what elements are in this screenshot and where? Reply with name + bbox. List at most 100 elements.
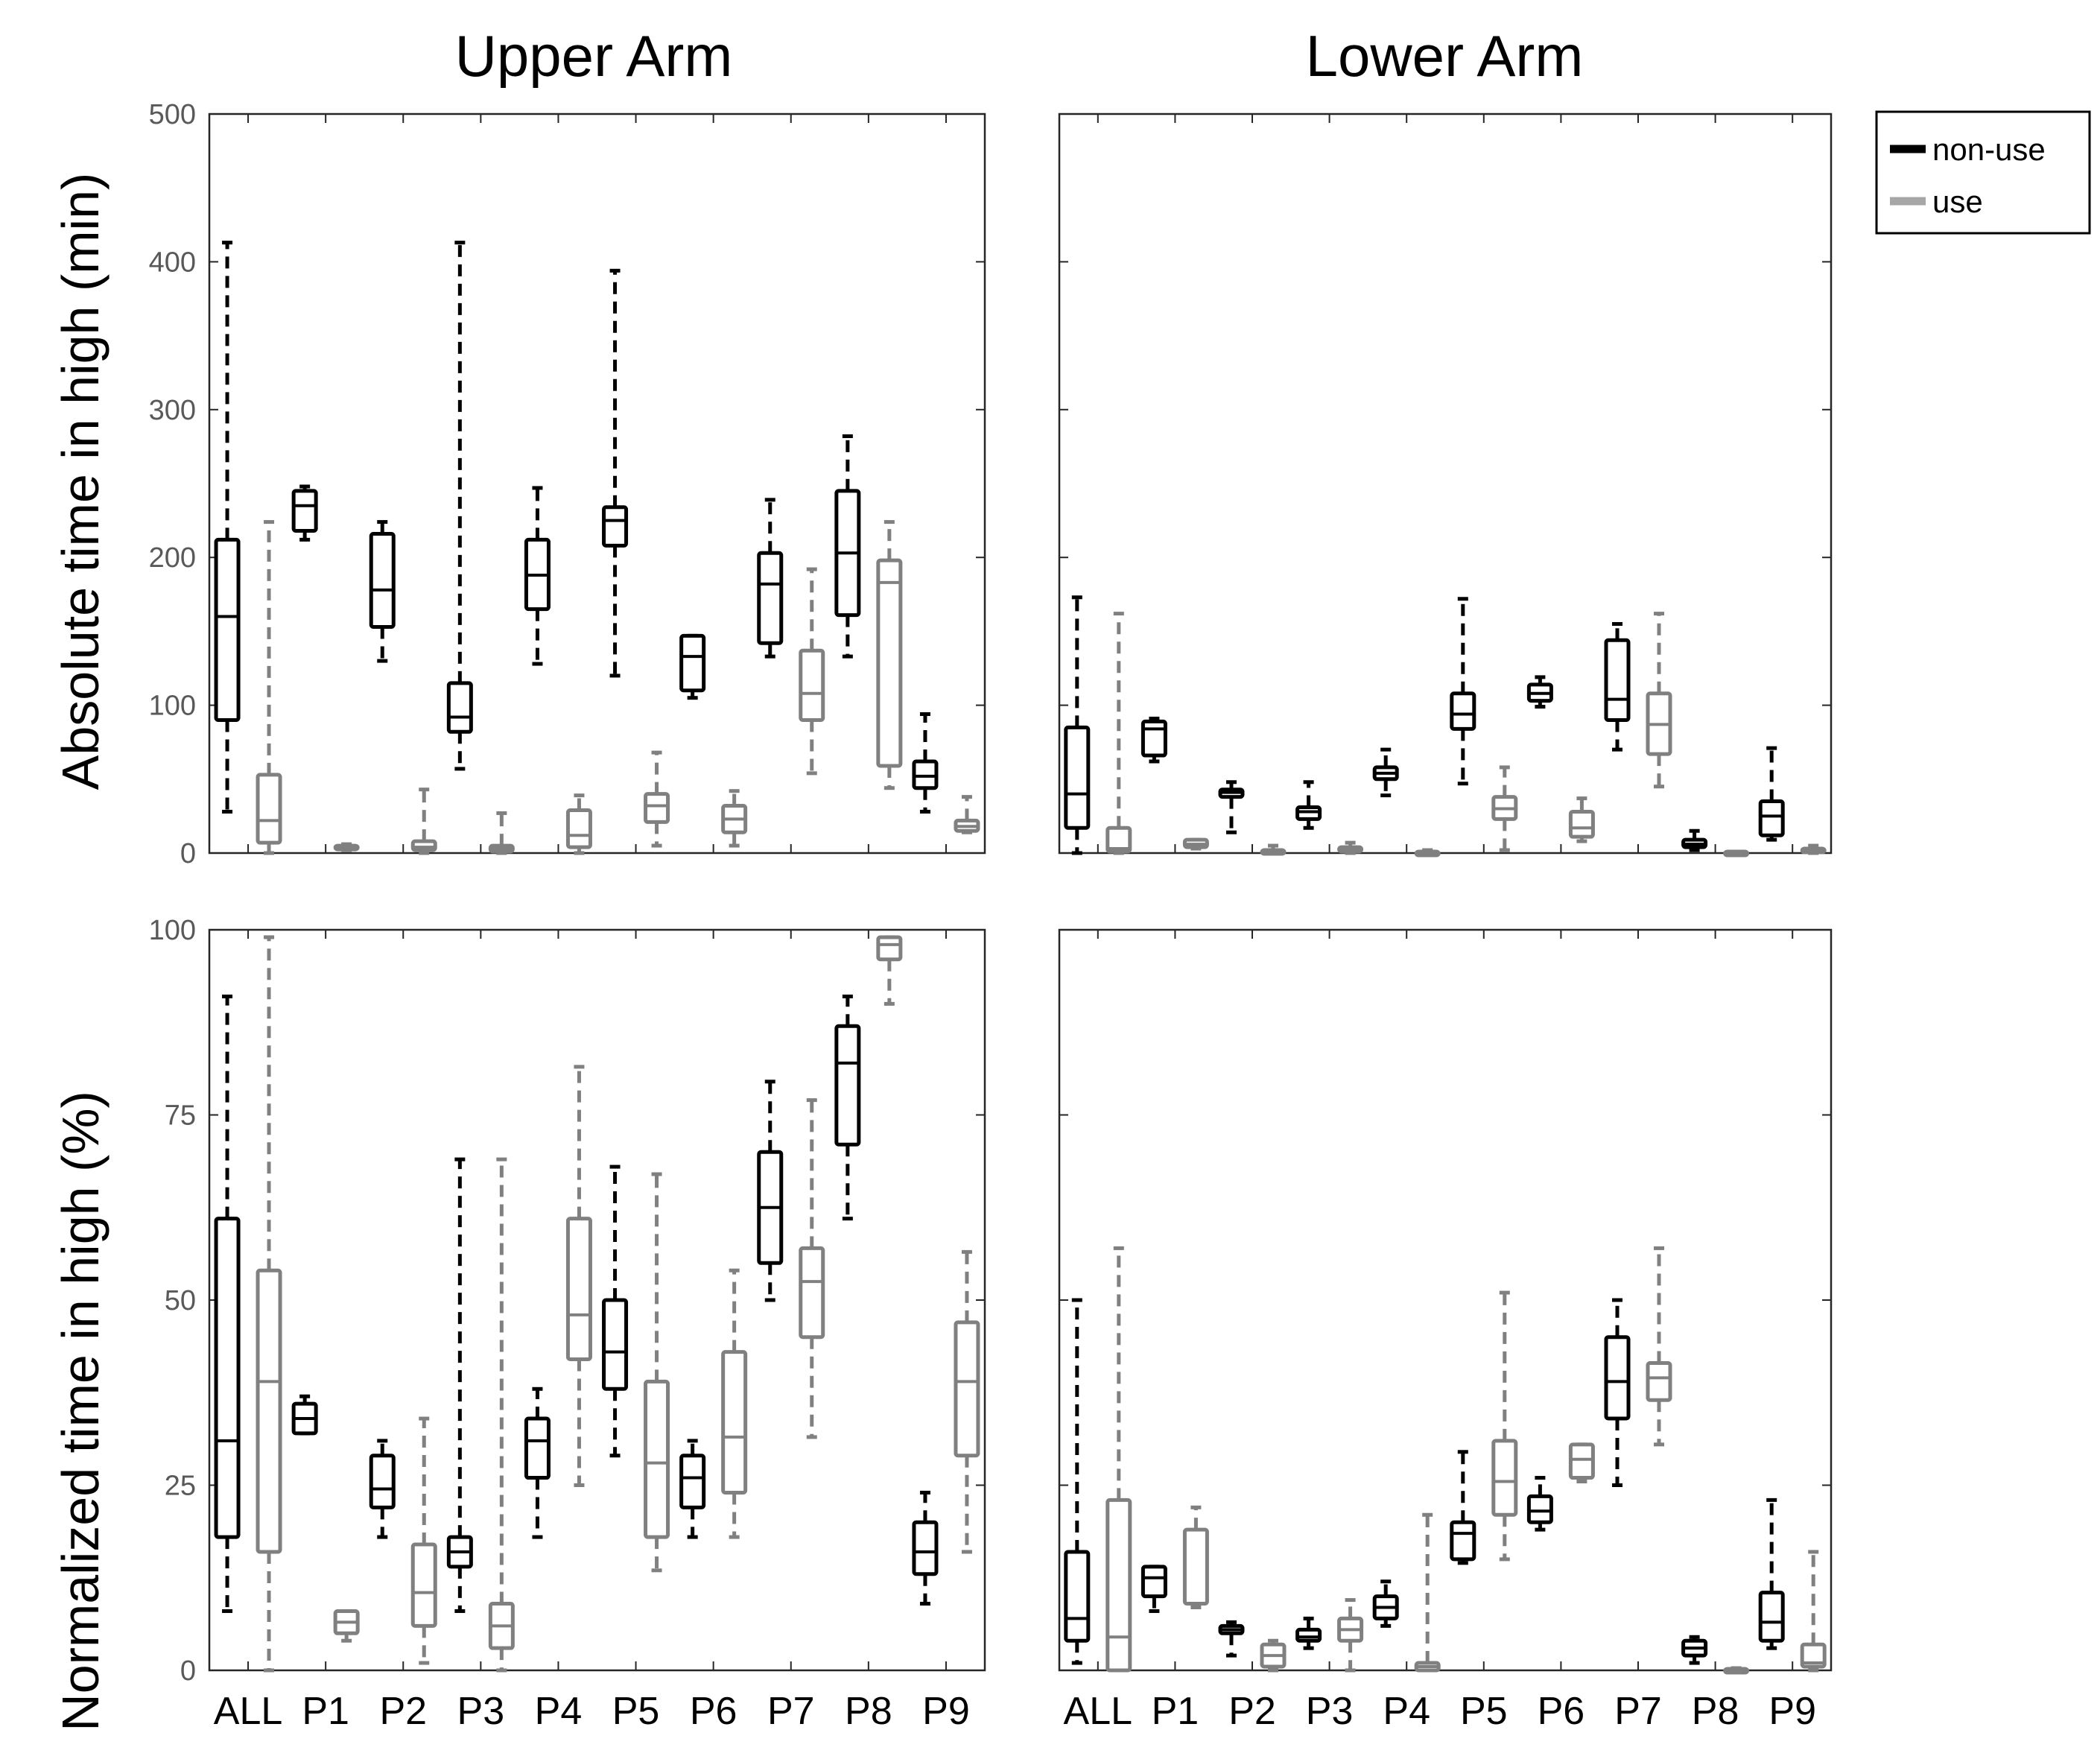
x-tick-label-p8: P8: [1692, 1690, 1739, 1733]
iqr-box: [1450, 1520, 1476, 1562]
box-non-use-p9: [912, 1490, 939, 1606]
iqr-box: [1064, 725, 1091, 830]
box-non-use-p2: [369, 520, 396, 663]
iqr-box: [1758, 1591, 1785, 1643]
x-tick-label-p1: P1: [302, 1690, 349, 1733]
y-tick-label: 50: [165, 1285, 196, 1316]
box-use-p6: [721, 1268, 748, 1539]
box-use-p1: [1182, 837, 1209, 851]
box-use-p8: [1723, 1666, 1750, 1675]
box-use-p2: [1260, 843, 1287, 856]
iqr-box: [291, 489, 318, 533]
box-non-use-p9: [1758, 746, 1785, 842]
series-non-use-lower-abs: [1064, 595, 1785, 855]
box-non-use-p4: [1372, 747, 1399, 798]
y-tick-label: 100: [149, 691, 196, 722]
box-non-use-p3: [1295, 1616, 1322, 1650]
box-non-use-all: [214, 241, 241, 814]
box-use-p9: [954, 1249, 980, 1554]
iqr-box: [1450, 691, 1476, 731]
box-non-use-p3: [446, 241, 473, 771]
box-use-p5: [1491, 765, 1518, 852]
box-non-use-p6: [679, 1439, 706, 1539]
y-axis-label-normalized: Normalized time in high (%): [51, 1091, 110, 1731]
x-tick-label-p8: P8: [845, 1690, 892, 1733]
x-tick-label-p5: P5: [1460, 1690, 1508, 1733]
y-tick-label: 25: [165, 1471, 196, 1502]
panel-frame-upper-norm: [208, 928, 986, 1672]
iqr-box: [446, 681, 473, 734]
iqr-box: [1295, 1627, 1322, 1643]
box-non-use-p6: [679, 633, 706, 700]
box-non-use-p7: [757, 498, 784, 659]
box-non-use-p4: [1372, 1579, 1399, 1628]
iqr-box: [524, 1416, 551, 1480]
box-non-use-p5: [1450, 597, 1476, 786]
y-tick-label: 400: [149, 247, 196, 278]
iqr-box: [644, 792, 670, 824]
y-axis-label-absolute: Absolute time in high (min): [51, 173, 110, 790]
box-non-use-p1: [1141, 716, 1167, 764]
x-tick-label-p6: P6: [690, 1690, 737, 1733]
x-tick-label-p3: P3: [1306, 1690, 1354, 1733]
box-use-p3: [488, 811, 515, 855]
iqr-box: [214, 537, 241, 722]
box-non-use-p8: [834, 434, 861, 659]
box-use-p2: [410, 1416, 437, 1665]
iqr-box: [1491, 1439, 1518, 1517]
box-use-p1: [333, 842, 360, 852]
iqr-box: [256, 1268, 282, 1554]
box-non-use-p8: [834, 994, 861, 1221]
series-non-use-upper-norm: [214, 994, 939, 1613]
series-non-use-lower-norm: [1064, 1298, 1785, 1665]
iqr-box: [1604, 1335, 1631, 1421]
iqr-box: [1526, 1494, 1553, 1524]
x-tick-label-p7: P7: [767, 1690, 815, 1733]
box-non-use-p4: [524, 486, 551, 666]
box-use-p3: [488, 1157, 515, 1673]
iqr-box: [1604, 638, 1631, 722]
y-tick-label: 200: [149, 542, 196, 574]
legend-frame: [1875, 110, 2091, 235]
iqr-box: [1141, 1565, 1167, 1599]
legend: non-use use: [1875, 110, 2091, 235]
panel-frame-lower-abs: [1058, 112, 1833, 855]
iqr-box: [912, 1520, 939, 1576]
iqr-box: [565, 808, 592, 849]
iqr-box: [721, 1350, 748, 1495]
box-use-all: [1105, 1246, 1132, 1673]
iqr-box: [1105, 825, 1132, 854]
x-tick-label-p3: P3: [457, 1690, 505, 1733]
box-non-use-p5: [602, 268, 629, 678]
box-non-use-p7: [757, 1080, 784, 1302]
box-use-p2: [1260, 1638, 1287, 1673]
x-tick-label-p7: P7: [1614, 1690, 1662, 1733]
box-non-use-p2: [1218, 780, 1245, 834]
legend-label-non-use: non-use: [1932, 132, 2046, 167]
x-tick-label-p4: P4: [535, 1690, 583, 1733]
iqr-box: [757, 551, 784, 645]
iqr-box: [565, 1217, 592, 1362]
iqr-box: [1758, 799, 1785, 837]
column-title-upper-arm: Upper Arm: [455, 23, 733, 89]
box-non-use-p8: [1681, 828, 1708, 852]
box-non-use-p7: [1604, 621, 1631, 752]
iqr-box: [1141, 719, 1167, 758]
panel-upper-norm: 0 25 50 75 100 ALL P1 P2 P3 P4 P5 P6 P7 P8 P9: [149, 915, 986, 1733]
box-non-use-p5: [1450, 1450, 1476, 1565]
box-use-all: [1105, 612, 1132, 855]
iqr-box: [644, 1379, 670, 1539]
column-title-lower-arm: Lower Arm: [1306, 23, 1584, 89]
iqr-box: [954, 1320, 980, 1458]
box-use-p8: [1723, 849, 1750, 858]
y-tick-label: 300: [149, 395, 196, 426]
box-non-use-p3: [446, 1157, 473, 1613]
panel-frame-upper-abs: [208, 112, 986, 855]
iqr-box: [876, 558, 903, 768]
box-use-p4: [1414, 848, 1441, 858]
x-tick-label-p2: P2: [379, 1690, 427, 1733]
iqr-box: [1182, 1527, 1209, 1606]
box-use-p7: [1646, 612, 1672, 789]
box-non-use-p1: [291, 484, 318, 542]
iqr-box: [369, 531, 396, 629]
